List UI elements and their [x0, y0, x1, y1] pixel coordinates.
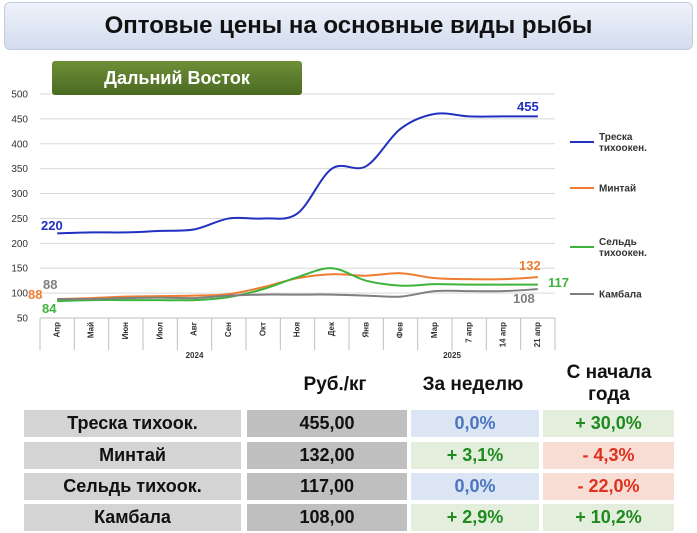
fish-name-cell: Сельдь тихоок.: [24, 473, 241, 500]
series-end-label: 117: [548, 275, 569, 290]
page-title: Оптовые цены на основные виды рыбы: [104, 12, 593, 39]
table-row: Минтай 132,00 + 3,1% - 4,3%: [24, 442, 674, 469]
x-tick-label: Апр: [52, 322, 61, 338]
legend-label-line: Камбала: [599, 289, 642, 301]
y-tick-label: 200: [11, 239, 28, 250]
price-cell: 117,00: [247, 473, 407, 500]
x-tick-label: Авг: [190, 321, 199, 336]
header-ytd-line1: С начала: [566, 362, 652, 383]
y-tick-label: 250: [11, 214, 28, 225]
legend-label-line: Треска: [599, 132, 633, 143]
x-tick-label: Сен: [224, 322, 233, 337]
series-end-label: 132: [519, 258, 541, 273]
week-change-cell: 0,0%: [411, 473, 539, 500]
series-line: [57, 288, 538, 301]
y-tick-label: 350: [11, 164, 28, 175]
legend-label: Треска тихоокен.: [599, 132, 647, 154]
ytd-change-cell: - 4,3%: [543, 442, 674, 469]
ytd-change-cell: + 30,0%: [543, 410, 674, 437]
series-line: [57, 112, 538, 235]
y-tick-label: 100: [11, 289, 28, 300]
y-tick-label: 150: [11, 264, 28, 275]
year-label: 2025: [443, 351, 461, 360]
week-change-cell: + 2,9%: [411, 504, 539, 531]
legend-label-line: тихоокен.: [599, 248, 647, 259]
header-ytd: С начала года: [545, 362, 673, 406]
price-cell: 108,00: [247, 504, 407, 531]
ytd-change-cell: + 10,2%: [543, 504, 674, 531]
x-tick-label: Ноя: [293, 322, 302, 338]
table-row: Сельдь тихоок. 117,00 0,0% - 22,0%: [24, 473, 674, 500]
fish-name-cell: Треска тихоок.: [24, 410, 241, 437]
region-label: Дальний Восток: [104, 67, 250, 88]
y-tick-label: 450: [11, 114, 28, 125]
fish-name-cell: Камбала: [24, 504, 241, 531]
series-start-label: 88: [28, 287, 42, 302]
y-tick-label: 300: [11, 189, 28, 200]
header-price: Руб./кг: [303, 374, 367, 395]
series-end-label: 455: [517, 99, 539, 114]
x-tick-label: Май: [87, 322, 96, 338]
price-cell: 455,00: [247, 410, 407, 437]
legend-label: Минтай: [599, 184, 636, 195]
x-tick-label: Мар: [430, 322, 439, 338]
region-badge: Дальний Восток: [52, 61, 302, 95]
title-banner: Оптовые цены на основные виды рыбы: [4, 2, 693, 50]
series-line: [57, 267, 538, 303]
table-row: Треска тихоок. 455,00 0,0% + 30,0%: [24, 410, 674, 437]
legend-label-line: Сельдь: [599, 237, 637, 248]
x-tick-label: Фев: [396, 322, 405, 338]
header-ytd-line2: года: [588, 384, 630, 405]
y-tick-label: 50: [17, 314, 29, 325]
legend-label: Сельдь тихоокен.: [599, 237, 647, 259]
series-start-label: 220: [41, 218, 63, 233]
legend-label-line: тихоокен.: [599, 143, 647, 154]
x-tick-label: Окт: [258, 322, 267, 336]
week-change-cell: + 3,1%: [411, 442, 539, 469]
ytd-change-cell: - 22,0%: [543, 473, 674, 500]
legend-label-line: Минтай: [599, 184, 636, 195]
x-tick-label: 21 апр: [533, 322, 542, 347]
year-label: 2024: [186, 351, 204, 360]
x-tick-label: Июл: [155, 322, 164, 339]
legend-label: Камбала: [599, 289, 642, 301]
x-tick-label: Янв: [361, 322, 370, 338]
week-change-cell: 0,0%: [411, 410, 539, 437]
table-row: Камбала 108,00 + 2,9% + 10,2%: [24, 504, 674, 531]
x-tick-label: 7 апр: [464, 322, 473, 343]
y-tick-label: 500: [11, 90, 28, 101]
y-tick-label: 400: [11, 139, 28, 150]
series-end-label: 108: [513, 291, 535, 306]
series-start-label: 84: [42, 301, 57, 316]
x-tick-label: Июн: [121, 322, 130, 340]
price-chart: 50 100 150 200 250 300 350 400 450 500 Апр Май Июн Ию…: [11, 90, 647, 361]
header-week: За неделю: [422, 374, 524, 395]
series-start-label: 88: [43, 277, 57, 292]
x-tick-label: Дек: [327, 321, 336, 336]
price-cell: 132,00: [247, 442, 407, 469]
x-tick-label: 14 апр: [499, 322, 508, 347]
fish-name-cell: Минтай: [24, 442, 241, 469]
